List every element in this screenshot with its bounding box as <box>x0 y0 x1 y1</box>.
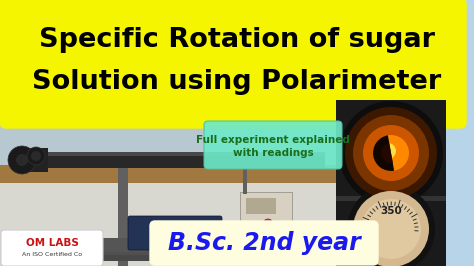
Bar <box>18 148 48 172</box>
Text: OM LABS: OM LABS <box>26 238 78 248</box>
Text: Full experiment explained: Full experiment explained <box>196 135 350 145</box>
Circle shape <box>353 191 429 266</box>
FancyBboxPatch shape <box>128 216 222 250</box>
Bar <box>100 238 146 252</box>
Bar <box>246 198 276 214</box>
Text: with readings: with readings <box>233 148 313 158</box>
Circle shape <box>380 143 396 159</box>
Text: An ISO Certified Co: An ISO Certified Co <box>22 252 82 257</box>
Circle shape <box>361 199 421 259</box>
FancyBboxPatch shape <box>204 121 342 169</box>
Bar <box>0 165 340 183</box>
Text: B.Sc. 2nd year: B.Sc. 2nd year <box>168 231 360 255</box>
Bar <box>0 118 340 266</box>
Circle shape <box>373 135 409 171</box>
Circle shape <box>363 125 419 181</box>
Bar <box>30 152 325 156</box>
Bar <box>80 255 125 261</box>
Text: Specific Rotation of sugar: Specific Rotation of sugar <box>39 27 435 53</box>
FancyBboxPatch shape <box>1 230 103 266</box>
Text: Solution using Polarimeter: Solution using Polarimeter <box>32 69 442 95</box>
Bar <box>125 255 170 261</box>
Circle shape <box>31 151 41 161</box>
Circle shape <box>263 219 273 229</box>
Wedge shape <box>381 143 393 163</box>
Wedge shape <box>373 135 394 171</box>
FancyBboxPatch shape <box>150 221 378 265</box>
Circle shape <box>353 115 429 191</box>
Bar <box>0 118 340 193</box>
Bar <box>440 100 474 266</box>
Circle shape <box>16 154 28 166</box>
Bar <box>30 152 325 168</box>
Bar <box>336 196 446 201</box>
Circle shape <box>347 185 435 266</box>
Bar <box>336 100 446 266</box>
FancyBboxPatch shape <box>0 0 466 128</box>
Circle shape <box>8 146 36 174</box>
Text: 350: 350 <box>380 206 402 216</box>
Circle shape <box>27 147 45 165</box>
Circle shape <box>345 107 437 199</box>
Bar <box>118 168 128 266</box>
Bar <box>0 183 340 266</box>
Circle shape <box>339 101 443 205</box>
Bar <box>240 192 292 240</box>
Bar <box>243 168 247 194</box>
Bar <box>90 248 156 256</box>
